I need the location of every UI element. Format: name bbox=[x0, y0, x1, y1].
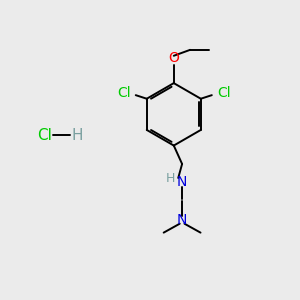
Text: Cl: Cl bbox=[37, 128, 52, 142]
Text: Cl: Cl bbox=[217, 86, 231, 100]
Text: O: O bbox=[168, 51, 179, 65]
Text: H: H bbox=[166, 172, 175, 185]
Text: N: N bbox=[177, 213, 187, 227]
Text: H: H bbox=[71, 128, 83, 142]
Text: N: N bbox=[177, 176, 187, 189]
Text: Cl: Cl bbox=[117, 86, 130, 100]
